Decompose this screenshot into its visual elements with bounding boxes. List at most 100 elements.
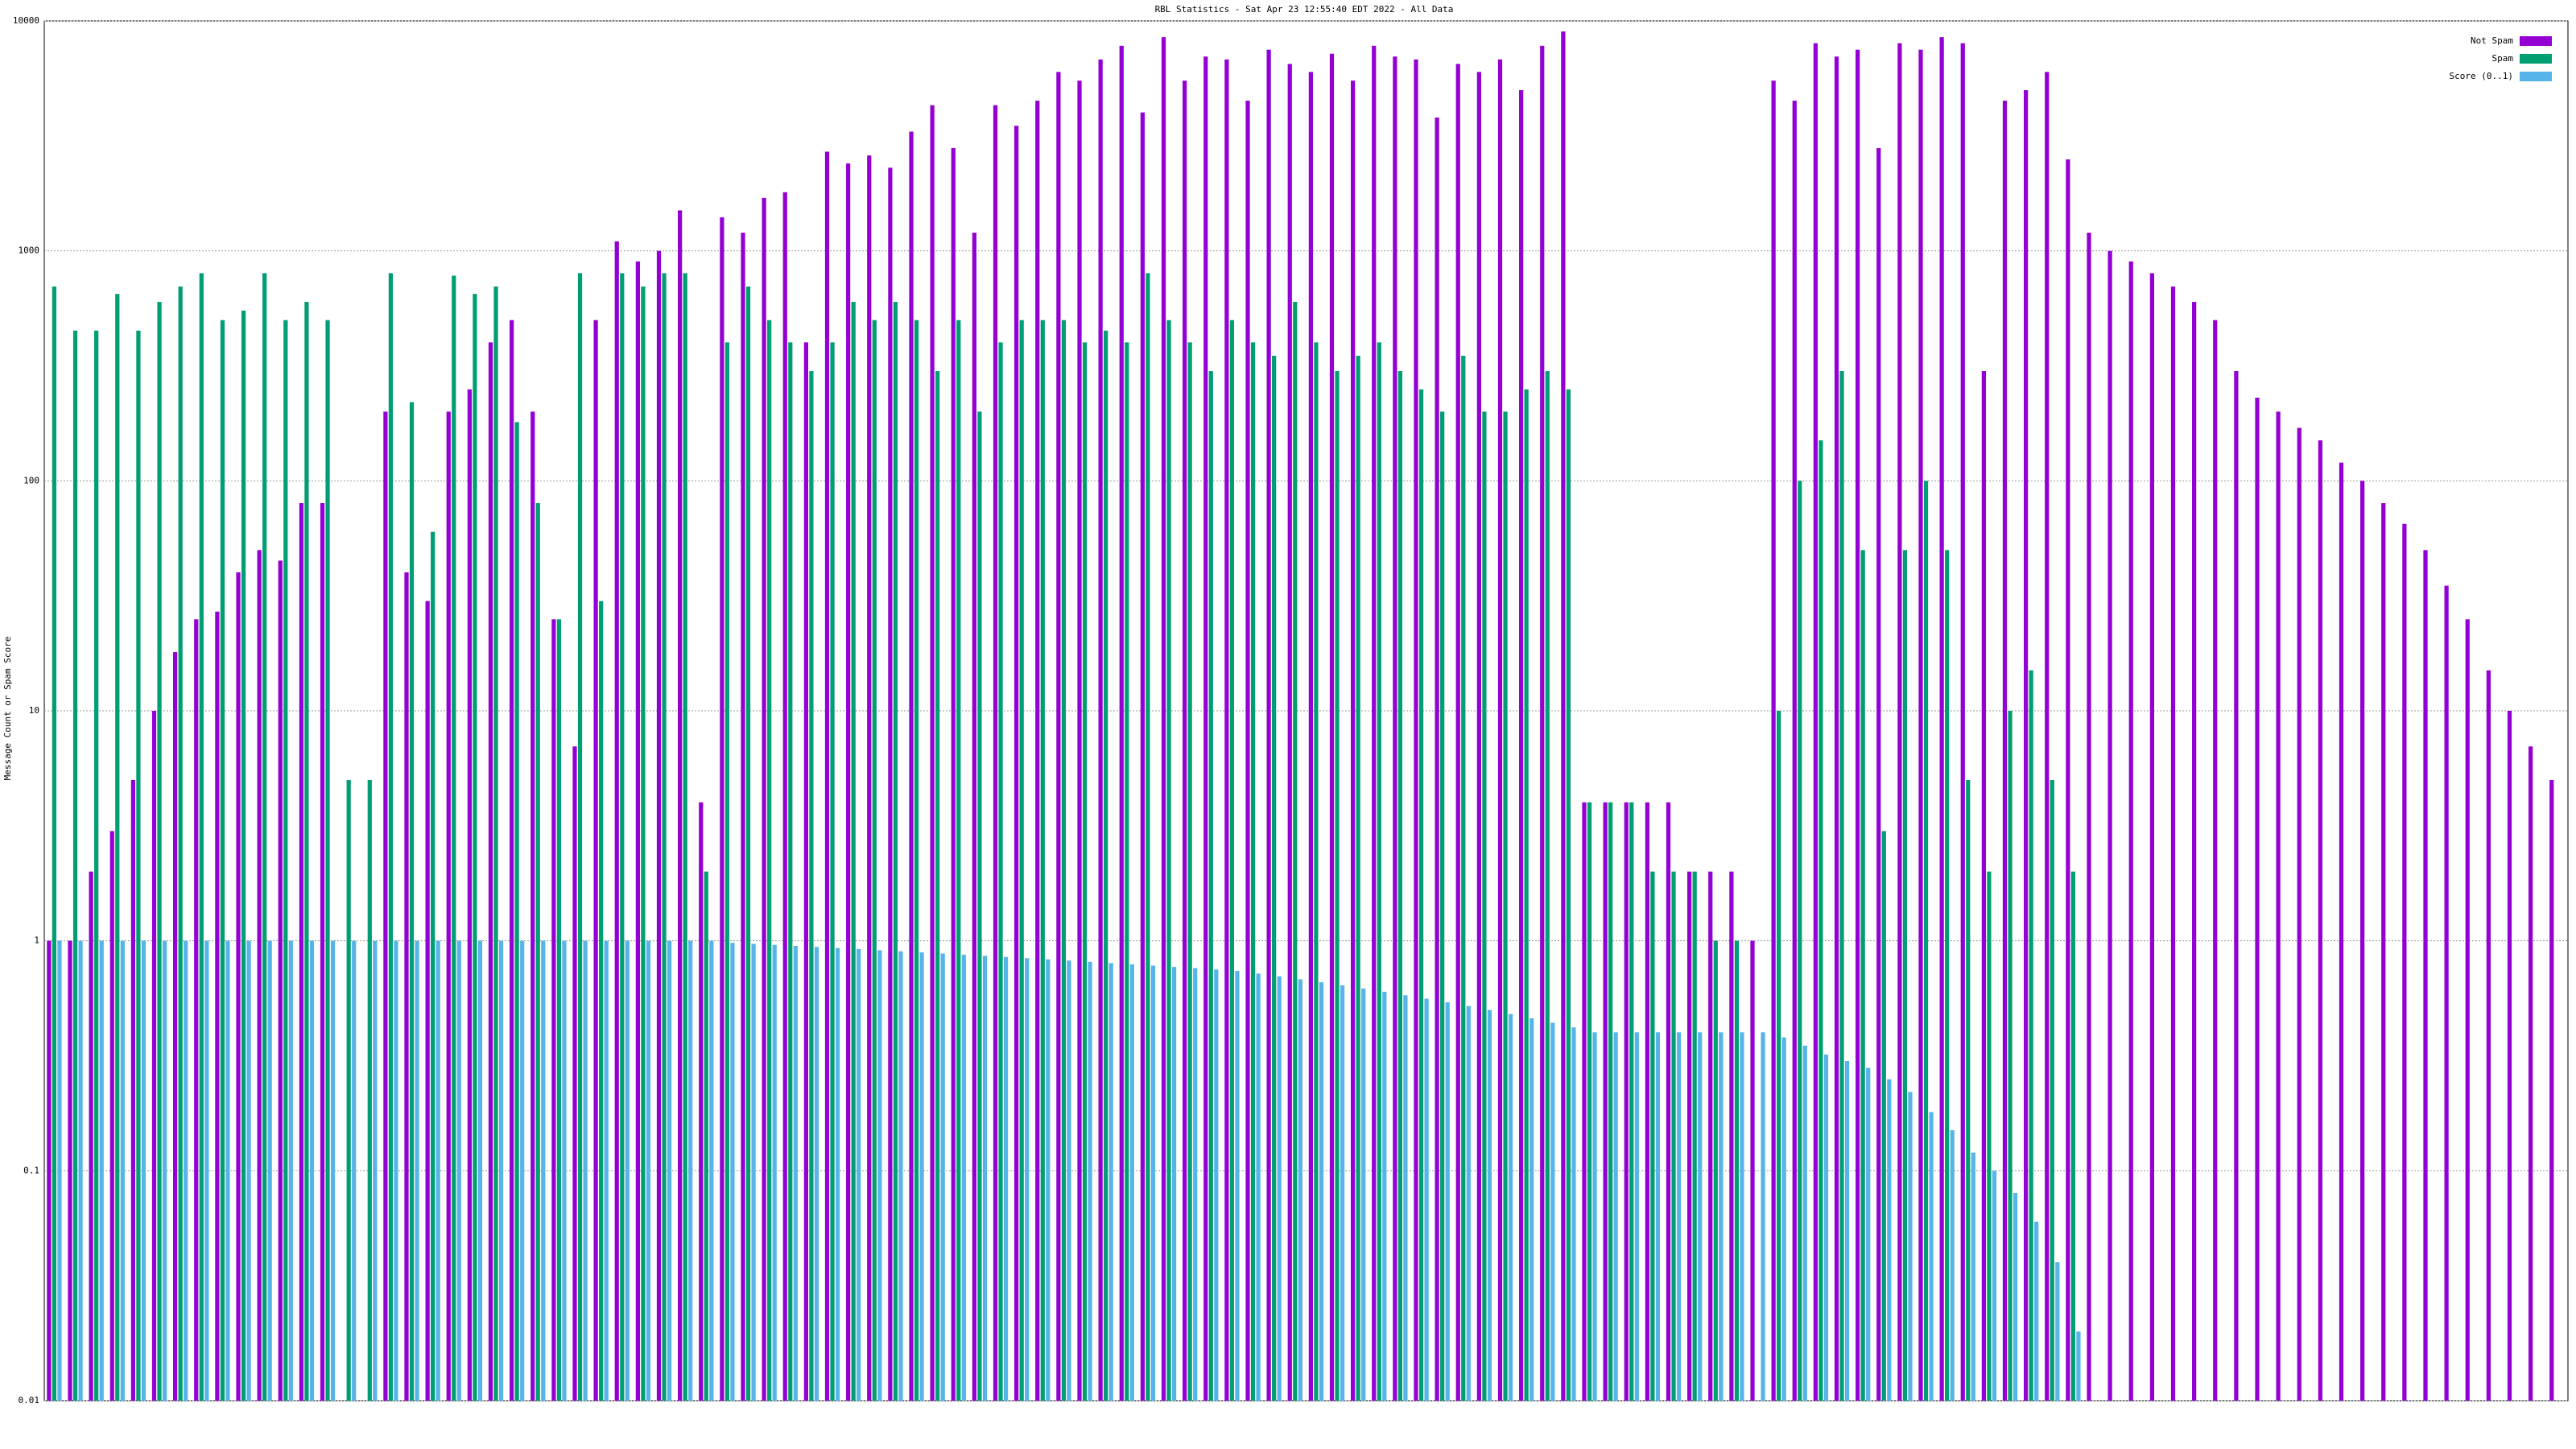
bar	[551, 619, 556, 1401]
bar	[2360, 481, 2365, 1402]
bar	[1813, 43, 1818, 1401]
bar	[236, 572, 241, 1402]
bar	[857, 949, 861, 1401]
bar	[320, 503, 325, 1401]
bar	[409, 402, 415, 1401]
bar	[846, 163, 851, 1402]
bar	[872, 320, 877, 1401]
legend-swatch	[2520, 54, 2552, 64]
bar	[772, 944, 777, 1401]
bar	[851, 302, 856, 1401]
bar	[436, 940, 440, 1401]
bar	[599, 601, 604, 1401]
bar	[415, 940, 419, 1401]
bar	[1708, 871, 1713, 1401]
bar	[1129, 964, 1134, 1401]
bar	[173, 652, 178, 1401]
bar	[998, 342, 1003, 1401]
bar	[1881, 831, 1886, 1401]
bar	[2465, 619, 2470, 1401]
y-tick-label: 10	[29, 705, 39, 716]
bar	[1897, 43, 1902, 1401]
bar	[299, 503, 303, 1401]
bar	[278, 560, 283, 1402]
bar	[993, 105, 998, 1402]
bar	[520, 940, 525, 1401]
bar	[467, 389, 472, 1401]
bar	[1293, 302, 1298, 1401]
legend-label: Spam	[2492, 53, 2514, 64]
bar	[1798, 481, 1802, 1402]
bar	[2381, 503, 2386, 1401]
bar	[304, 302, 309, 1401]
bar	[593, 320, 598, 1401]
bar	[267, 940, 272, 1401]
bar	[1150, 965, 1156, 1401]
bar	[1834, 56, 1839, 1401]
bar	[2339, 462, 2344, 1401]
bar	[656, 250, 662, 1402]
bar	[1729, 871, 1734, 1401]
bar	[52, 286, 57, 1401]
bar	[373, 940, 378, 1401]
bar	[2297, 427, 2301, 1402]
bar	[635, 261, 640, 1402]
bar	[1761, 1032, 1765, 1401]
bar	[94, 330, 99, 1401]
bar	[1781, 1037, 1786, 1401]
bar	[184, 940, 188, 1401]
bar	[352, 940, 357, 1401]
bar	[1025, 958, 1030, 1401]
bar	[961, 954, 966, 1401]
bar	[1445, 1002, 1450, 1401]
bar	[1823, 1055, 1829, 1401]
bar	[1287, 64, 1292, 1401]
bar	[893, 302, 898, 1401]
bar	[225, 940, 230, 1401]
bar	[1119, 45, 1124, 1402]
bar	[1298, 979, 1302, 1401]
bar	[1067, 960, 1071, 1401]
bar	[1414, 59, 1418, 1401]
bar	[1818, 440, 1823, 1401]
bar	[493, 286, 498, 1401]
bar	[1519, 89, 1524, 1401]
bar	[194, 619, 199, 1401]
bar	[1161, 37, 1166, 1402]
bar	[2013, 1193, 2018, 1401]
bar	[530, 411, 535, 1401]
bar	[2170, 286, 2176, 1401]
bar	[1524, 389, 1529, 1401]
bar	[919, 952, 924, 1401]
bar	[572, 746, 577, 1401]
bar	[130, 779, 135, 1401]
bar	[288, 940, 293, 1401]
bar	[1740, 1032, 1744, 1401]
bar	[1792, 101, 1797, 1401]
bar	[1403, 995, 1408, 1401]
bar	[257, 550, 262, 1401]
bar	[1104, 330, 1108, 1401]
bar	[1382, 992, 1387, 1401]
bar	[1592, 1032, 1597, 1401]
bar	[1719, 1032, 1724, 1401]
bar	[89, 871, 93, 1401]
bar	[151, 711, 157, 1401]
bar	[1582, 802, 1587, 1401]
bar	[824, 151, 830, 1401]
bar	[2234, 371, 2239, 1402]
bar	[1235, 971, 1240, 1401]
y-tick-label: 1000	[19, 246, 40, 256]
bar	[930, 105, 935, 1402]
bar	[2055, 1262, 2060, 1401]
bar	[577, 273, 583, 1402]
bar	[1035, 101, 1040, 1401]
bar	[1424, 998, 1429, 1401]
bar	[1587, 802, 1592, 1401]
bar	[1777, 711, 1781, 1401]
bar	[1272, 355, 1277, 1401]
bar	[809, 371, 814, 1402]
bar	[1923, 481, 1929, 1402]
bar	[782, 192, 787, 1402]
